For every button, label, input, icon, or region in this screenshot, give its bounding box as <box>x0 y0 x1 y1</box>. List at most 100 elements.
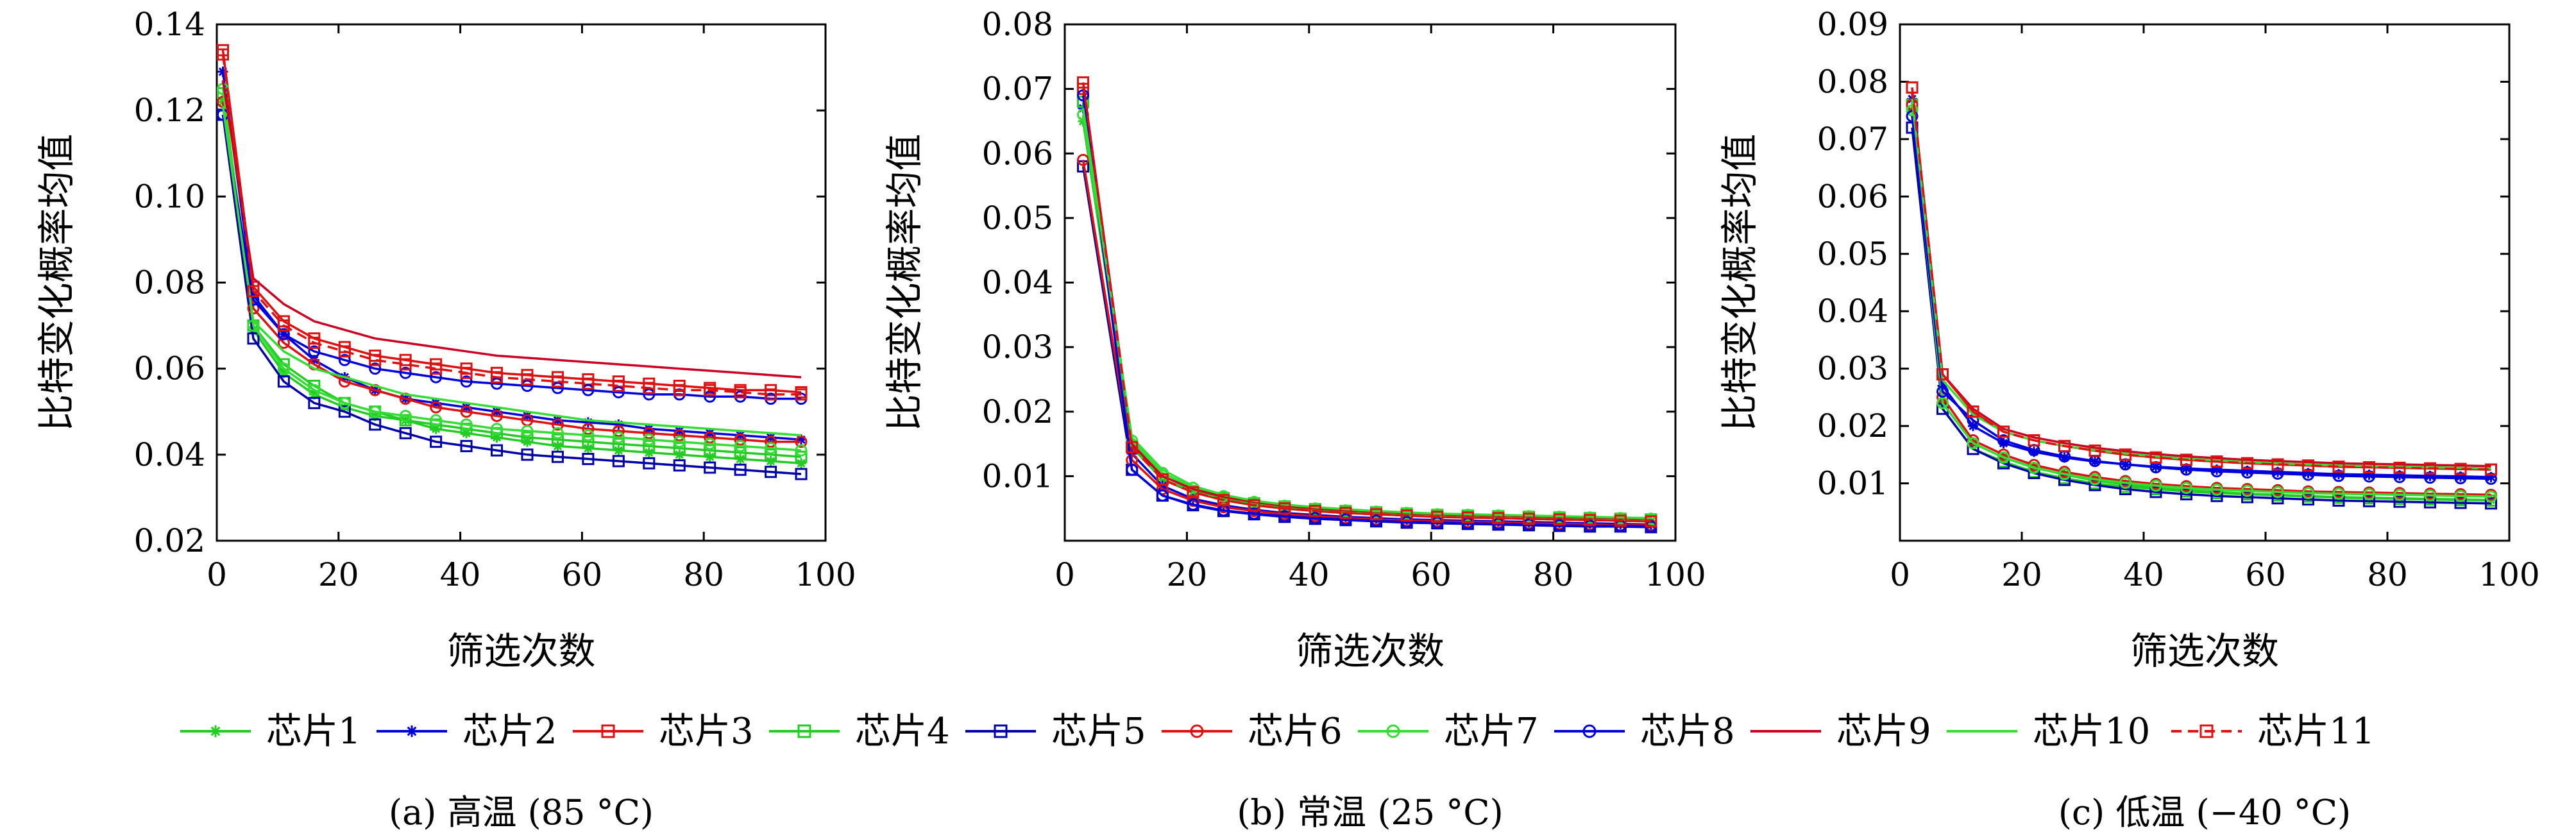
data-point <box>2180 453 2192 466</box>
series-8 <box>1077 89 1657 533</box>
data-point <box>1370 508 1383 521</box>
data-point <box>765 436 777 448</box>
data-point <box>2210 483 2223 496</box>
data-point <box>1400 516 1413 529</box>
legend-label: 芯片4 <box>855 711 950 752</box>
data-point <box>2271 492 2284 505</box>
data-point <box>674 449 685 460</box>
data-point <box>2271 458 2284 471</box>
data-point <box>2029 446 2039 457</box>
data-point <box>734 439 747 452</box>
chart-panel-1: 0 20 40 60 80 100 0.02 0.04 0.06 0.08 0.10 0.12 0.14… <box>35 6 856 833</box>
data-point <box>460 439 473 452</box>
series-7 <box>1906 104 2497 503</box>
data-point <box>2425 470 2436 481</box>
y-tick-label: 0.04 <box>134 436 205 473</box>
x-tick-label: 20 <box>1167 556 1208 593</box>
y-axis-label: 比特变化概率均值 <box>1718 133 1761 431</box>
data-point <box>369 353 382 366</box>
series-line <box>1081 95 1651 528</box>
data-point <box>430 401 443 414</box>
data-point <box>1492 512 1505 525</box>
data-point <box>2028 434 2040 446</box>
series-line <box>1081 108 1651 526</box>
data-point <box>1553 513 1566 526</box>
data-point <box>2363 495 2375 507</box>
data-point <box>1936 385 1949 398</box>
data-point <box>2058 468 2071 480</box>
series-line <box>1081 121 1651 523</box>
data-point <box>551 450 564 463</box>
data-point <box>1339 507 1352 520</box>
x-tick-label: 80 <box>2367 556 2408 593</box>
y-tick-label: 0.02 <box>982 393 1053 430</box>
data-point <box>491 377 504 390</box>
data-point <box>2089 473 2101 486</box>
x-tick-label: 80 <box>1533 556 1574 593</box>
x-axis-label: 筛选次数 <box>2130 629 2279 673</box>
data-point <box>2271 486 2284 498</box>
y-tick-label: 0.14 <box>134 6 205 43</box>
legend-item: 芯片1 <box>180 711 361 752</box>
data-point <box>1936 396 1949 409</box>
data-point <box>277 328 290 341</box>
series-1 <box>1078 115 1656 527</box>
data-point <box>551 382 564 394</box>
data-point <box>1278 510 1291 523</box>
data-point <box>277 362 290 375</box>
data-point <box>704 384 716 396</box>
data-point <box>2241 491 2253 504</box>
data-point <box>460 418 473 431</box>
data-point <box>1998 437 2009 448</box>
y-tick-label: 0.04 <box>982 264 1053 301</box>
data-point <box>2455 471 2466 482</box>
data-point <box>2180 488 2192 501</box>
series-8 <box>216 108 808 405</box>
data-point <box>2058 439 2071 452</box>
data-point <box>2212 486 2222 497</box>
data-point <box>582 377 595 390</box>
data-point <box>612 425 625 437</box>
legend-label: 芯片2 <box>462 711 557 752</box>
series-line <box>1081 114 1651 520</box>
data-point <box>2454 489 2467 502</box>
data-point <box>2241 457 2253 470</box>
data-point <box>399 427 412 439</box>
data-point <box>795 468 808 480</box>
data-point <box>2181 485 2192 496</box>
data-point <box>460 375 473 388</box>
data-point <box>2273 466 2283 477</box>
data-point <box>338 405 351 418</box>
y-tick-label: 0.02 <box>1817 407 1888 445</box>
data-point <box>551 375 564 388</box>
x-tick-label: 60 <box>562 556 603 593</box>
panel-caption: (b) 常温 (25 °C) <box>1237 792 1503 833</box>
data-point <box>551 418 564 431</box>
data-point <box>521 380 534 392</box>
series-line <box>1081 82 1651 523</box>
data-point <box>1997 434 2010 446</box>
data-point <box>2332 487 2345 500</box>
data-point <box>2393 488 2406 501</box>
data-point <box>369 405 382 418</box>
data-point <box>338 353 351 366</box>
data-point <box>521 431 534 444</box>
series-line <box>1911 87 2491 471</box>
series-3 <box>1077 83 1657 528</box>
series-10 <box>1081 108 1651 520</box>
data-point <box>216 48 229 61</box>
data-point <box>1187 495 1199 507</box>
legend-item: 芯片11 <box>2171 711 2375 752</box>
chart-panel-3: 0 20 40 60 80 100 0.01 0.02 0.03 0.04 0.05 0.06 0.07… <box>1718 6 2540 833</box>
data-point <box>2454 462 2467 475</box>
data-point <box>612 431 625 444</box>
y-tick-label: 0.08 <box>1817 63 1888 100</box>
data-point <box>612 455 625 468</box>
data-point <box>2151 482 2161 493</box>
data-point <box>795 444 808 457</box>
data-point <box>613 445 624 456</box>
y-tick-label: 0.01 <box>982 457 1053 495</box>
series-7 <box>216 83 808 457</box>
data-point <box>2210 455 2223 468</box>
